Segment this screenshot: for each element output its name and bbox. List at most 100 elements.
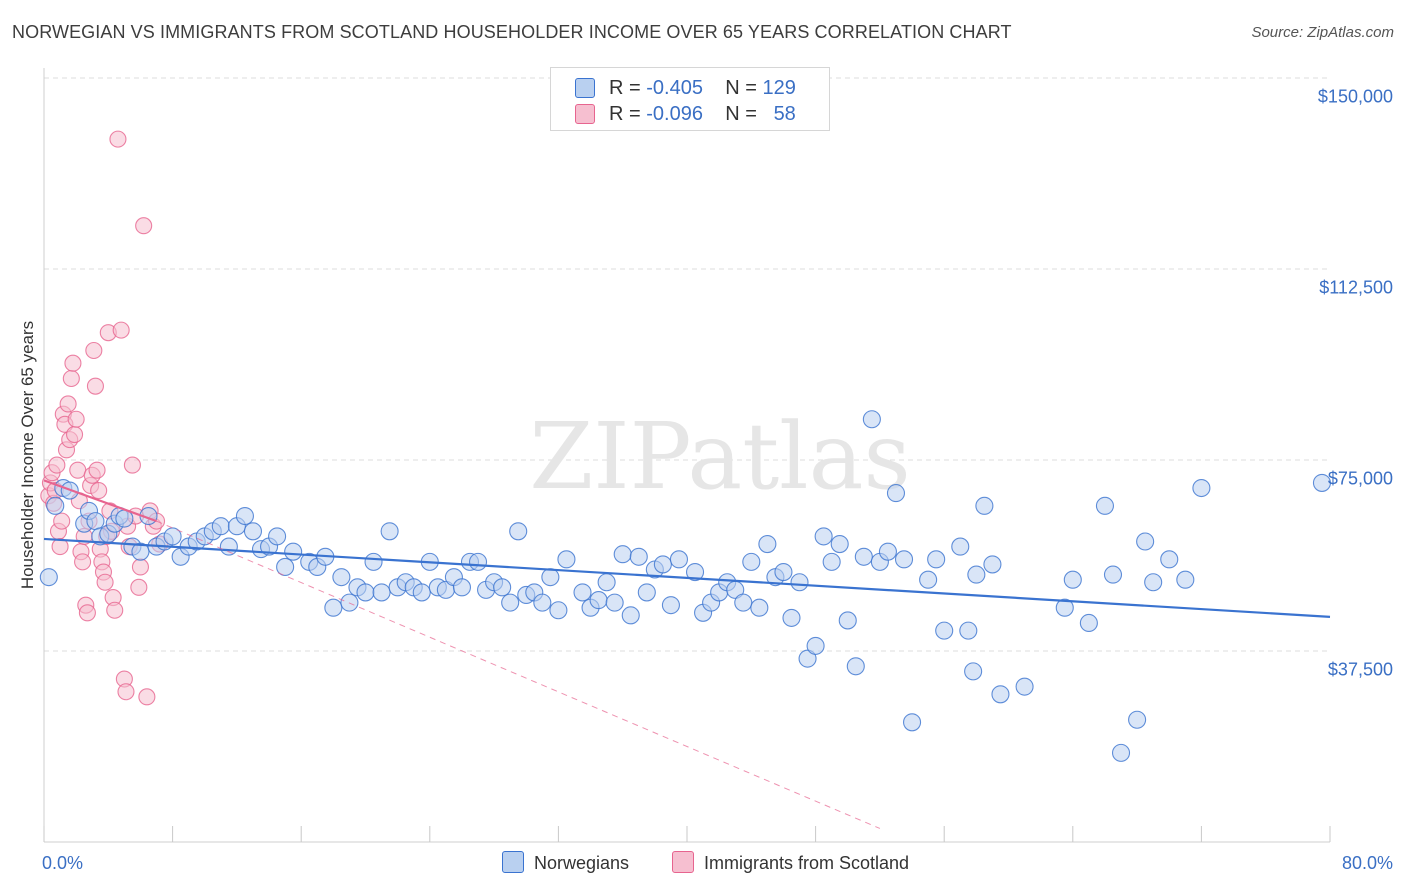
x-tick-label-max: 80.0% [1341,853,1393,873]
norwegians-point [894,550,914,569]
norwegians-point [1312,473,1332,492]
norwegians-point [685,563,705,582]
trend-line-scotland-extension [156,520,881,829]
norwegians-point [533,593,552,612]
chart-title: NORWEGIAN VS IMMIGRANTS FROM SCOTLAND HO… [12,22,1012,42]
norwegians-point [669,550,689,569]
scotland-point [138,688,156,706]
norwegians-point [750,598,769,617]
series-scotland-points [40,130,169,706]
legend: R = -0.405 N = 129 R = -0.096 N = 58 [550,67,830,131]
norwegians-point [1160,550,1179,569]
norwegians-point [653,555,672,574]
norwegians-point [621,606,640,625]
scotland-point [65,425,84,444]
norwegians-point [1176,570,1195,589]
norwegians-point [364,552,383,571]
norwegians-point [629,547,648,566]
norwegians-point [822,552,841,571]
bottom-legend-label-scotland: Immigrants from Scotland [704,853,910,873]
scotland-point [112,321,130,339]
norwegians-point [235,506,254,526]
norwegians-point [509,522,528,541]
norwegians-point [975,496,994,515]
norwegians-point [983,555,1002,574]
norwegians-point [573,583,592,602]
legend-swatch-scotland [575,104,595,124]
norwegians-point [774,563,793,582]
norwegians-point [557,550,576,569]
norwegians-point [830,534,849,554]
y-tick-label-150000: $150,000 [1317,86,1393,107]
norwegians-point [1128,710,1147,729]
norwegians-point [1111,743,1131,762]
norwegians-point [46,496,65,515]
y-tick-label-75000: $75,000 [1327,468,1393,489]
scotland-point [64,354,82,372]
norwegians-point [1079,613,1098,633]
norwegians-point [1103,565,1123,584]
legend-swatch-norwegians [575,78,595,98]
trend-line-scotland [43,479,157,523]
norwegians-point [1055,598,1074,617]
scotland-point [78,604,96,622]
y-tick-label-112500: $112,500 [1319,277,1393,298]
bottom-legend-swatch-norwegians [502,851,524,873]
norwegians-point [219,537,238,556]
scotland-point [69,461,87,479]
scotland-point [109,130,127,148]
norwegians-point [637,583,656,602]
bottom-legend-label-norwegians: Norwegians [534,853,630,873]
grid-lines [44,77,1330,652]
norwegians-point [661,596,680,615]
norwegians-point [163,527,182,546]
norwegians-point [814,527,833,546]
norwegians-point [782,608,801,627]
norwegians-point [742,552,761,571]
norwegians-point [886,484,906,503]
norwegians-point [734,593,753,612]
watermark: ZIPatlas [529,403,910,510]
scotland-point [130,578,148,596]
norwegians-point [838,611,857,630]
norwegians-point [798,649,817,668]
norwegians-point [959,621,978,640]
norwegians-point [790,573,809,592]
series-norwegians-points [39,410,1332,762]
scotland-point [53,512,71,530]
trend-line-norwegians [43,537,1331,618]
norwegians-point [806,636,825,655]
norwegians-point [758,534,777,554]
norwegians-point [356,583,375,602]
norwegians-point [468,552,488,571]
norwegians-point [854,547,873,566]
norwegians-point [951,537,970,556]
norwegians-point [276,557,295,577]
scotland-point [123,456,141,474]
legend-n-label: N = [725,103,757,125]
norwegians-point [846,657,865,676]
norwegians-point [902,713,922,732]
scotland-point [117,683,135,701]
norwegians-point [131,542,150,561]
legend-r-value: -0.096 [646,103,703,125]
norwegians-point [1063,570,1082,589]
norwegians-point [86,512,105,531]
scotland-point [96,573,114,591]
norwegians-point [927,550,946,569]
norwegians-point [1192,478,1211,498]
norwegians-point [284,542,303,561]
y-tick-label-37500: $37,500 [1327,659,1393,680]
legend-n-value: 58 [773,103,796,125]
norwegians-point [372,583,391,602]
scotland-point [67,410,85,428]
norwegians-point [541,568,560,587]
norwegians-point [935,621,954,640]
scotland-point [51,538,69,556]
norwegians-point [1015,677,1034,696]
scotland-point [85,341,103,360]
norwegians-point [613,545,632,564]
norwegians-point [39,568,58,587]
axes [43,68,1331,843]
